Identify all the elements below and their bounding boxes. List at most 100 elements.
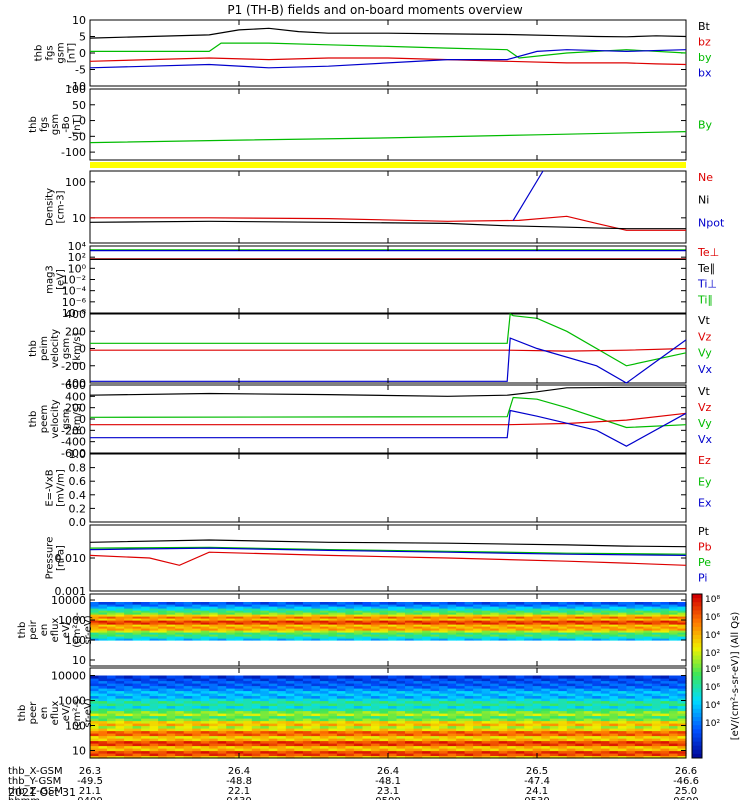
heatmap-cell	[234, 632, 244, 635]
heatmap-cell	[362, 688, 372, 692]
heatmap-cell	[617, 720, 627, 724]
heatmap-cell	[132, 713, 142, 717]
heatmap-cell	[413, 708, 423, 712]
y-axis-label: en	[39, 707, 50, 720]
heatmap-cell	[107, 748, 117, 752]
heatmap-cell	[515, 723, 525, 727]
heatmap-cell	[439, 636, 449, 639]
heatmap-cell	[549, 745, 559, 749]
heatmap-cell	[447, 604, 457, 607]
heatmap-cell	[268, 725, 278, 729]
heatmap-cell	[396, 735, 406, 739]
heatmap-cell	[388, 693, 398, 697]
heatmap-cell	[175, 733, 185, 737]
heatmap-cell	[473, 723, 483, 727]
heatmap-cell	[422, 614, 432, 617]
heatmap-cell	[626, 620, 636, 623]
heatmap-cell	[515, 748, 525, 752]
heatmap-cell	[115, 710, 125, 714]
heatmap-cell	[234, 730, 244, 734]
heatmap-cell	[149, 700, 159, 704]
heatmap-cell	[541, 680, 551, 684]
heatmap-cell	[464, 750, 474, 754]
heatmap-cell	[98, 606, 108, 609]
heatmap-cell	[422, 753, 432, 757]
heatmap-cell	[98, 720, 108, 724]
heatmap-cell	[115, 638, 125, 641]
heatmap-cell	[328, 705, 338, 709]
heatmap-cell	[447, 750, 457, 754]
heatmap-cell	[592, 718, 602, 722]
heatmap-cell	[396, 705, 406, 709]
heatmap-cell	[464, 683, 474, 687]
y-tick-label: 200	[65, 325, 86, 338]
heatmap-cell	[200, 690, 210, 694]
heatmap-cell	[149, 622, 159, 625]
y-tick-label: 100	[65, 176, 86, 189]
heatmap-cell	[268, 698, 278, 702]
heatmap-cell	[507, 720, 517, 724]
heatmap-cell	[260, 725, 270, 729]
heatmap-cell	[141, 602, 151, 605]
heatmap-cell	[405, 638, 415, 641]
heatmap-cell	[294, 748, 304, 752]
heatmap-cell	[405, 723, 415, 727]
heatmap-cell	[566, 740, 576, 744]
heatmap-cell	[558, 632, 568, 635]
heatmap-cell	[617, 740, 627, 744]
heatmap-cell	[328, 614, 338, 617]
heatmap-cell	[158, 723, 168, 727]
series-line-Vz	[90, 412, 687, 426]
heatmap-cell	[405, 708, 415, 712]
heatmap-cell	[609, 683, 619, 687]
heatmap-cell	[175, 700, 185, 704]
heatmap-cell	[524, 614, 534, 617]
heatmap-cell	[507, 638, 517, 641]
heatmap-cell	[183, 710, 193, 714]
heatmap-cell	[592, 632, 602, 635]
heatmap-cell	[447, 628, 457, 631]
heatmap-cell	[371, 612, 381, 615]
heatmap-cell	[243, 604, 253, 607]
heatmap-cell	[234, 733, 244, 737]
heatmap-cell	[175, 698, 185, 702]
heatmap-cell	[183, 608, 193, 611]
heatmap-cell	[328, 636, 338, 639]
heatmap-cell	[362, 608, 372, 611]
heatmap-cell	[209, 618, 219, 621]
heatmap-cell	[90, 695, 100, 699]
heatmap-cell	[660, 715, 670, 719]
heatmap-cell	[507, 693, 517, 697]
heatmap-cell	[430, 610, 440, 613]
heatmap-cell	[617, 618, 627, 621]
heatmap-cell	[183, 753, 193, 757]
heatmap-cell	[498, 743, 508, 747]
heatmap-cell	[464, 740, 474, 744]
heatmap-cell	[268, 606, 278, 609]
heatmap-cell	[362, 748, 372, 752]
heatmap-cell	[566, 602, 576, 605]
heatmap-cell	[507, 620, 517, 623]
heatmap-cell	[319, 616, 329, 619]
heatmap-cell	[336, 675, 346, 679]
heatmap-cell	[430, 636, 440, 639]
heatmap-cell	[447, 748, 457, 752]
heatmap-cell	[626, 612, 636, 615]
heatmap-cell	[200, 730, 210, 734]
heatmap-cell	[396, 755, 406, 759]
heatmap-cell	[643, 626, 653, 629]
heatmap-cell	[345, 683, 355, 687]
heatmap-cell	[226, 612, 236, 615]
heatmap-cell	[532, 730, 542, 734]
heatmap-cell	[669, 735, 679, 739]
heatmap-cell	[319, 693, 329, 697]
heatmap-cell	[149, 612, 159, 615]
heatmap-cell	[507, 680, 517, 684]
heatmap-cell	[107, 610, 117, 613]
heatmap-cell	[575, 728, 585, 732]
heatmap-cell	[532, 718, 542, 722]
heatmap-cell	[200, 728, 210, 732]
heatmap-cell	[158, 680, 168, 684]
heatmap-cell	[268, 604, 278, 607]
heatmap-cell	[90, 690, 100, 694]
